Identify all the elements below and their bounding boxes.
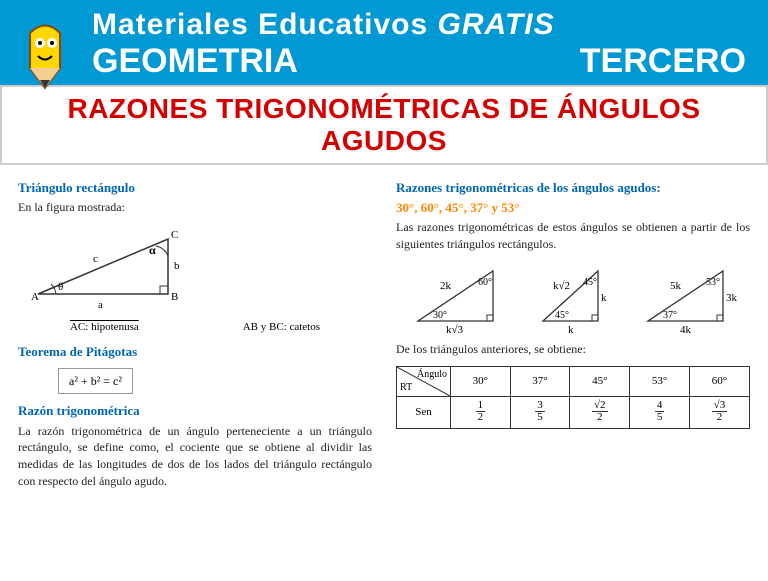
svg-text:α: α — [149, 243, 156, 257]
trig-ratios-table: Ángulo RT 30° 37° 45° 53° 60° Sen 12 35 … — [396, 366, 750, 429]
svg-text:60°: 60° — [478, 277, 492, 288]
svg-text:37°: 37° — [663, 310, 677, 321]
header-subtitle: GEOMETRIA TERCERO — [92, 42, 756, 81]
svg-text:k: k — [568, 324, 574, 333]
svg-text:3k: 3k — [726, 292, 738, 304]
body-text: De los triángulos anteriores, se obtiene… — [396, 341, 750, 358]
svg-text:30°: 30° — [433, 310, 447, 321]
body-text: La razón trigonométrica de un ángulo per… — [18, 423, 372, 490]
right-column: Razones trigonométricas de los ángulos a… — [396, 179, 750, 498]
left-column: Triángulo rectángulo En la figura mostra… — [18, 179, 372, 498]
section-heading: Razón trigonométrica — [18, 402, 372, 420]
section-heading: Triángulo rectángulo — [18, 179, 372, 197]
document-body: Triángulo rectángulo En la figura mostra… — [0, 165, 768, 512]
pythagoras-formula: a² + b² = c² — [58, 368, 133, 395]
svg-text:c: c — [93, 253, 98, 265]
header-title: Materiales Educativos GRATIS — [92, 8, 756, 42]
right-triangle-figure: A B C a b c θ α — [18, 224, 372, 314]
section-heading: Teorema de Pitágotas — [18, 343, 372, 361]
notable-triangles-figure: 30° 60° 2k k√3 45° 45° k√2 k k 37° 53° 5… — [396, 261, 750, 333]
svg-text:θ: θ — [58, 281, 63, 293]
svg-text:4k: 4k — [680, 324, 692, 333]
svg-text:5k: 5k — [670, 280, 682, 292]
svg-text:b: b — [174, 260, 180, 272]
body-text: Las razones trigonométricas de estos áng… — [396, 219, 750, 253]
body-text: En la figura mostrada: — [18, 199, 372, 216]
svg-text:k: k — [601, 292, 607, 304]
svg-text:k√2: k√2 — [553, 280, 570, 292]
header-banner: Materiales Educativos GRATIS GEOMETRIA T… — [0, 0, 768, 85]
angles-list: 30°, 60°, 45°, 37° y 53° — [396, 199, 750, 217]
svg-text:2k: 2k — [440, 280, 452, 292]
triangle-labels: AC: hipotenusa AB y BC: catetos — [18, 320, 372, 335]
svg-text:a: a — [98, 299, 103, 311]
svg-text:k√3: k√3 — [446, 324, 464, 333]
svg-text:B: B — [171, 291, 178, 303]
topic-title: RAZONES TRIGONOMÉTRICAS DE ÁNGULOS AGUDO… — [0, 85, 768, 165]
svg-text:A: A — [31, 291, 39, 303]
svg-text:53°: 53° — [706, 277, 720, 288]
section-heading: Razones trigonométricas de los ángulos a… — [396, 179, 750, 197]
svg-text:45°: 45° — [583, 277, 597, 288]
svg-text:C: C — [171, 229, 178, 241]
pencil-mascot-icon — [20, 18, 70, 93]
svg-text:45°: 45° — [555, 310, 569, 321]
